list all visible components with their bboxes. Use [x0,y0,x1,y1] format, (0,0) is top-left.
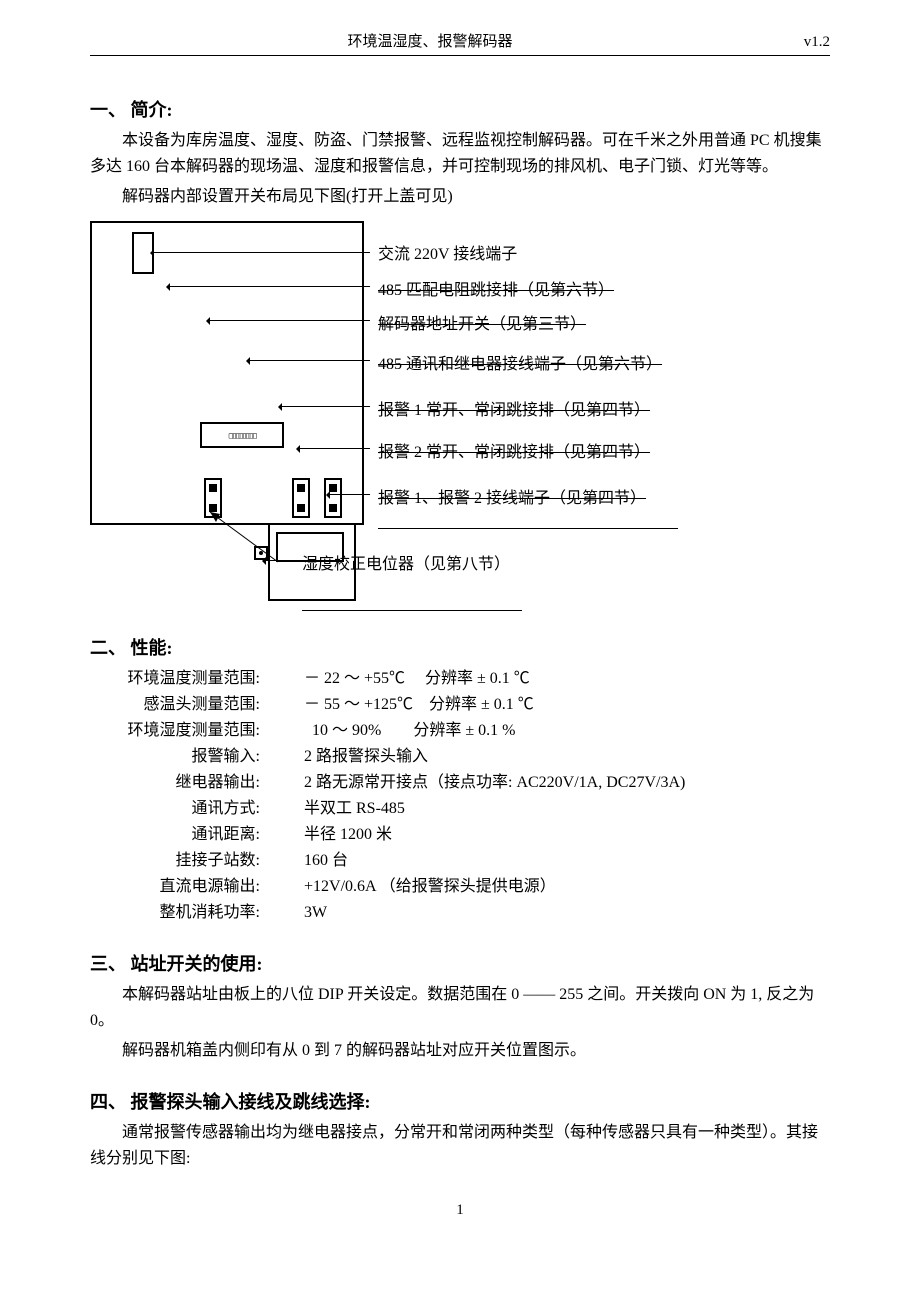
spec-value: 2 路报警探头输入 [264,744,428,770]
diagram-label-2: 485 匹配电阻跳接排（见第六节） [378,276,614,300]
spec-label: 感温头测量范围: [90,692,264,718]
spec-row: 直流电源输出:+12V/0.6A （给报警探头提供电源） [90,874,830,900]
spec-value: 半双工 RS-485 [264,796,405,822]
spec-label: 通讯距离: [90,822,264,848]
section-1-p2: 解码器内部设置开关布局见下图(打开上盖可见) [90,184,830,210]
diagram-label-8: 湿度校正电位器（见第八节） [302,550,510,574]
diagram-label-3: 解码器地址开关（见第三节） [378,310,586,334]
diagram-lead-4 [250,360,370,361]
diagram-lead-5 [282,406,370,407]
layout-diagram: □□□□□□□□ 交流 220V 接线端子 485 匹配电阻跳接排（见第六节） … [90,216,830,616]
diagram-jumpers-right [292,478,342,518]
spec-row: 环境温度测量范围:－ 22 ～ +55℃ 分辨率 ± 0.1 ℃ [90,666,830,692]
spec-label: 环境湿度测量范围: [90,718,264,744]
section-1-p1: 本设备为库房温度、湿度、防盗、门禁报警、远程监视控制解码器。可在千米之外用普通 … [90,128,830,180]
header-version: v1.2 [770,34,830,51]
spec-value: 160 台 [264,848,348,874]
section-3-heading: 三、 站址开关的使用: [90,950,830,976]
section-3-p2: 解码器机箱盖内侧印有从 0 到 7 的解码器站址对应开关位置图示。 [90,1038,830,1064]
spec-label: 挂接子站数: [90,848,264,874]
diagram-label-7: 报警 1、报警 2 接线端子（见第四节） [378,484,646,508]
spec-label: 环境温度测量范围: [90,666,264,692]
spec-value: 3W [264,900,327,926]
spec-row: 通讯方式:半双工 RS-485 [90,796,830,822]
diagram-label-1: 交流 220V 接线端子 [378,240,517,264]
header-title: 环境温湿度、报警解码器 [90,30,770,51]
diagram-label-4: 485 通讯和继电器接线端子（见第六节） [378,350,662,374]
spec-value: 10 ～ 90% 分辨率 ± 0.1 % [264,718,515,744]
diagram-jumper-icon [292,478,310,518]
diagram-label-5: 报警 1 常开、常闭跳接排（见第四节） [378,396,650,420]
page-header: 环境温湿度、报警解码器 v1.2 [90,30,830,56]
diagram-lead-7 [330,494,370,495]
diagram-lead-2 [170,286,370,287]
spec-label: 直流电源输出: [90,874,264,900]
section-3-p1: 本解码器站址由板上的八位 DIP 开关设定。数据范围在 0 —— 255 之间。… [90,982,830,1034]
section-2-heading: 二、 性能: [90,634,830,660]
spec-table: 环境温度测量范围:－ 22 ～ +55℃ 分辨率 ± 0.1 ℃ 感温头测量范围… [90,666,830,926]
section-4-heading: 四、 报警探头输入接线及跳线选择: [90,1088,830,1114]
spec-value: 半径 1200 米 [264,822,392,848]
spec-value: +12V/0.6A （给报警探头提供电源） [264,874,556,900]
diagram-underline-2 [302,610,522,611]
spec-value: 2 路无源常开接点（接点功率: AC220V/1A, DC27V/3A) [264,770,685,796]
diagram-lead-3 [210,320,370,321]
spec-label: 整机消耗功率: [90,900,264,926]
diagram-lead-6 [300,448,370,449]
spec-value: － 55 ～ +125℃ 分辨率 ± 0.1 ℃ [264,692,534,718]
spec-row: 继电器输出:2 路无源常开接点（接点功率: AC220V/1A, DC27V/3… [90,770,830,796]
spec-label: 通讯方式: [90,796,264,822]
section-4-p1: 通常报警传感器输出均为继电器接点，分常开和常闭两种类型（每种传感器只具有一种类型… [90,1120,830,1172]
spec-row: 整机消耗功率:3W [90,900,830,926]
page-number: 1 [90,1202,830,1219]
spec-label: 继电器输出: [90,770,264,796]
section-1-heading: 一、 简介: [90,96,830,122]
diagram-label-6: 报警 2 常开、常闭跳接排（见第四节） [378,438,650,462]
spec-row: 挂接子站数:160 台 [90,848,830,874]
diagram-dip-switch: □□□□□□□□ [200,422,284,448]
spec-row: 通讯距离:半径 1200 米 [90,822,830,848]
spec-row: 感温头测量范围:－ 55 ～ +125℃ 分辨率 ± 0.1 ℃ [90,692,830,718]
spec-row: 环境湿度测量范围: 10 ～ 90% 分辨率 ± 0.1 % [90,718,830,744]
spec-row: 报警输入:2 路报警探头输入 [90,744,830,770]
diagram-underline-1 [378,528,678,529]
diagram-diagonal-arrow [190,506,280,566]
spec-value: － 22 ～ +55℃ 分辨率 ± 0.1 ℃ [264,666,530,692]
spec-label: 报警输入: [90,744,264,770]
diagram-lead-1 [154,252,370,253]
